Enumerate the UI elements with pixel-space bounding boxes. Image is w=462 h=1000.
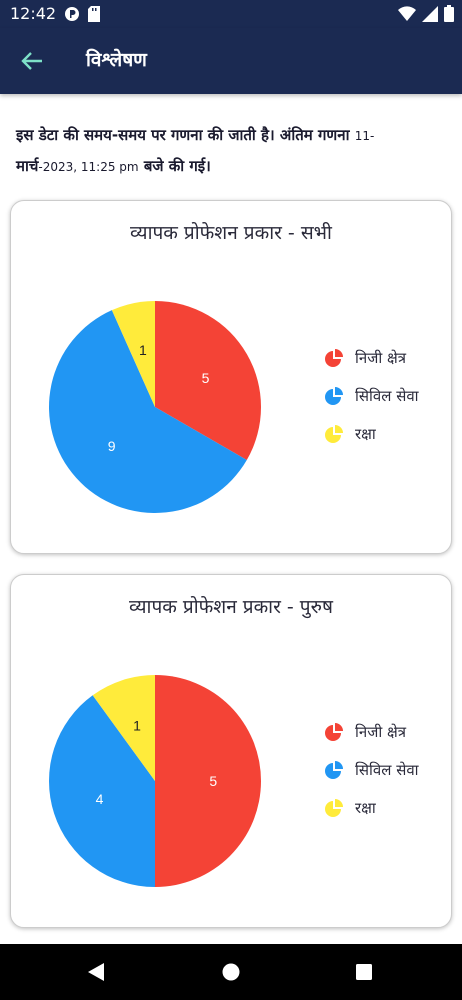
legend-item-civil[interactable]: सिविल सेवा: [325, 751, 419, 789]
pie-slice-private[interactable]: [155, 675, 261, 887]
square-recents-icon: [356, 964, 372, 980]
legend-label: सिविल सेवा: [355, 387, 419, 405]
pie-slice-defence[interactable]: [92, 675, 155, 781]
status-right-icons: [398, 5, 454, 22]
info-date-2: -2023, 11:25 pm: [38, 160, 139, 174]
legend-item-private[interactable]: निजी क्षेत्र: [325, 339, 419, 377]
nav-back-button[interactable]: [82, 958, 110, 986]
info-date-1: 11-: [354, 129, 375, 143]
legend-item-defence[interactable]: रक्षा: [325, 789, 419, 827]
app-bar: विश्लेषण: [0, 28, 462, 94]
wifi-icon: [398, 5, 416, 21]
calculation-info-text: इस डेटा की समय-समय पर गणना की जाती है। अ…: [16, 120, 446, 182]
chart-legend: निजी क्षेत्र सिविल सेवा रक्षा: [325, 713, 419, 827]
info-part-1: इस डेटा की समय-समय पर गणना की जाती है। अ…: [16, 126, 355, 144]
pie-slice-icon: [325, 425, 343, 443]
nav-home-button[interactable]: [217, 958, 245, 986]
nav-recents-button[interactable]: [350, 958, 378, 986]
pie-value-label: 5: [209, 773, 217, 789]
triangle-back-icon: [88, 963, 104, 981]
pie-value-label: 1: [133, 718, 141, 734]
pie-value-label: 9: [108, 438, 116, 454]
chart-legend: निजी क्षेत्र सिविल सेवा रक्षा: [325, 339, 419, 453]
battery-icon: [444, 5, 454, 22]
sd-card-icon: [88, 6, 100, 22]
legend-label: निजी क्षेत्र: [355, 723, 407, 741]
pie-slice-icon: [325, 387, 343, 405]
pie-slice-defence[interactable]: [111, 301, 155, 407]
back-button[interactable]: [14, 45, 50, 77]
status-bar: 12:42: [0, 0, 462, 28]
pie-value-label: 4: [96, 791, 104, 807]
legend-item-private[interactable]: निजी क्षेत्र: [325, 713, 419, 751]
chart-card-all: व्यापक प्रोफेशन प्रकार - सभी 5 9 1 निजी क्…: [10, 200, 452, 554]
legend-label: सिविल सेवा: [355, 761, 419, 779]
chart-title: व्यापक प्रोफेशन प्रकार - सभी: [130, 222, 332, 244]
info-part-2: मार्च: [16, 157, 39, 175]
legend-item-defence[interactable]: रक्षा: [325, 415, 419, 453]
legend-item-civil[interactable]: सिविल सेवा: [325, 377, 419, 415]
pie-slice-civil[interactable]: [48, 695, 156, 887]
pie-value-label: 5: [202, 370, 210, 386]
pie-chart-all: 5 9 1: [48, 301, 261, 513]
back-arrow-icon: [21, 52, 42, 70]
notification-icon: [65, 7, 79, 21]
legend-label: रक्षा: [355, 425, 376, 443]
status-time: 12:42: [10, 4, 57, 23]
page-title: विश्लेषण: [86, 49, 147, 71]
signal-icon: [422, 5, 438, 22]
pie-slice-civil[interactable]: [48, 310, 247, 513]
system-nav-bar: [0, 944, 462, 1000]
info-part-3: बजे की गई।: [138, 157, 211, 175]
pie-chart-male: 5 4 1: [48, 675, 261, 887]
pie-slice-icon: [325, 761, 343, 779]
circle-home-icon: [222, 963, 240, 981]
pie-slice-icon: [325, 799, 343, 817]
status-left-icons: [64, 6, 100, 22]
pie-value-label: 1: [139, 342, 147, 358]
legend-label: निजी क्षेत्र: [355, 349, 407, 367]
chart-card-male: व्यापक प्रोफेशन प्रकार - पुरुष 5 4 1 निजी …: [10, 574, 452, 928]
pie-slice-icon: [325, 349, 343, 367]
pie-slice-private[interactable]: [155, 301, 261, 460]
legend-label: रक्षा: [355, 799, 376, 817]
pie-slice-icon: [325, 723, 343, 741]
chart-title: व्यापक प्रोफेशन प्रकार - पुरुष: [129, 596, 333, 618]
